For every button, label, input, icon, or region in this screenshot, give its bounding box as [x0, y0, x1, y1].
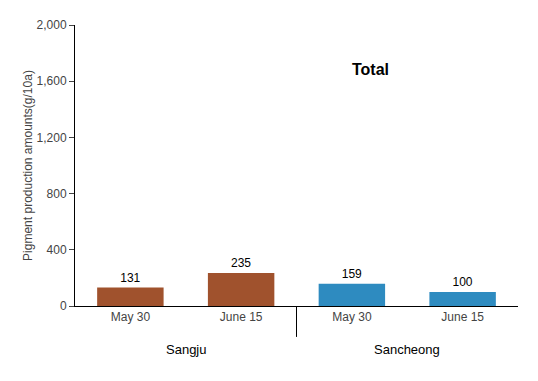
- svg-text:159: 159: [342, 267, 362, 281]
- svg-text:Pigment production amounts(g/1: Pigment production amounts(g/10a): [21, 70, 35, 261]
- svg-text:131: 131: [120, 271, 140, 285]
- svg-text:May 30: May 30: [111, 310, 151, 324]
- svg-text:1,200: 1,200: [37, 131, 67, 145]
- svg-text:Sangju: Sangju: [166, 342, 206, 357]
- svg-text:June 15: June 15: [441, 310, 484, 324]
- svg-text:June 15: June 15: [220, 310, 263, 324]
- svg-text:May 30: May 30: [332, 310, 372, 324]
- svg-text:Sancheong: Sancheong: [374, 342, 440, 357]
- svg-text:235: 235: [231, 256, 251, 270]
- svg-text:0: 0: [60, 299, 67, 313]
- svg-text:800: 800: [47, 187, 67, 201]
- svg-text:100: 100: [452, 275, 472, 289]
- svg-text:2,000: 2,000: [37, 18, 67, 32]
- svg-text:1,600: 1,600: [37, 74, 67, 88]
- svg-text:Total: Total: [352, 61, 389, 78]
- svg-text:400: 400: [47, 243, 67, 257]
